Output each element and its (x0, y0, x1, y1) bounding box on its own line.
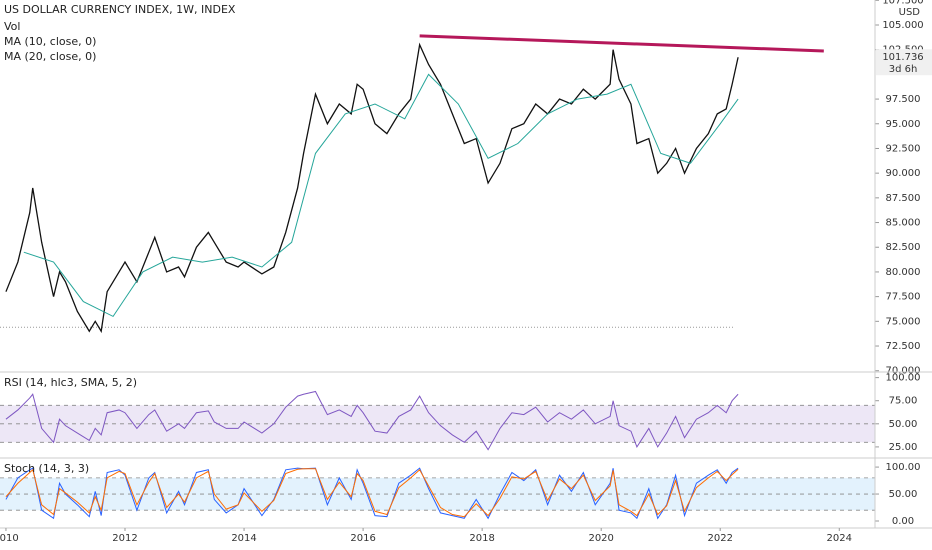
trend-line (419, 34, 824, 53)
series-line (5, 390, 739, 451)
x-tick-label: 2018 (469, 533, 494, 544)
y-tick-label: 70.000 (886, 366, 921, 377)
series-line (5, 468, 739, 518)
y-tick-label: 100.00 (886, 462, 921, 473)
y-tick-label: 80.000 (886, 267, 921, 278)
y-tick-label: 75.00 (889, 396, 918, 407)
y-tick-label: 100.00 (886, 373, 921, 384)
x-tick-label: 2016 (350, 533, 375, 544)
pane-title: US DOLLAR CURRENCY INDEX, 1W, INDEX (4, 3, 236, 16)
y-tick-label: 90.000 (886, 168, 921, 179)
pane-title: Stoch (14, 3, 3) (4, 462, 89, 475)
y-tick-label: 95.000 (886, 119, 921, 130)
indicator-label: Vol (4, 20, 20, 33)
y-tick-label: 85.000 (886, 218, 921, 229)
y-tick-label: 50.00 (889, 489, 918, 500)
countdown: 3d 6h (889, 64, 918, 75)
y-tick-label: 0.00 (892, 516, 914, 527)
y-tick-label: 105.000 (882, 20, 923, 31)
x-tick-label: 2012 (112, 533, 137, 544)
last-price: 101.736 (882, 52, 923, 63)
x-tick-label: 2014 (231, 533, 256, 544)
y-tick-label: 97.500 (886, 94, 921, 105)
x-tick-label: 2024 (827, 533, 852, 544)
indicator-label: MA (10, close, 0) (4, 35, 96, 48)
x-tick-label: 2020 (588, 533, 613, 544)
y-tick-label: 72.500 (886, 341, 921, 352)
currency-label: USD (899, 7, 921, 18)
y-tick-label: 77.500 (886, 292, 921, 303)
y-tick-label: 82.500 (886, 242, 921, 253)
x-tick-label: 2010 (0, 533, 19, 544)
pane-title: RSI (14, hlc3, SMA, 5, 2) (4, 376, 137, 389)
y-tick-label: 92.500 (886, 143, 921, 154)
y-tick-label: 75.000 (886, 316, 921, 327)
y-tick-label: 25.00 (889, 442, 918, 453)
x-tick-label: 2022 (708, 533, 733, 544)
series-line (5, 42, 739, 334)
series-line (23, 73, 739, 318)
last-price-box (876, 49, 932, 76)
y-tick-label: 50.00 (889, 419, 918, 430)
indicator-label: MA (20, close, 0) (4, 50, 96, 63)
y-tick-label: 107.500 (882, 0, 923, 6)
y-tick-label: 87.500 (886, 193, 921, 204)
